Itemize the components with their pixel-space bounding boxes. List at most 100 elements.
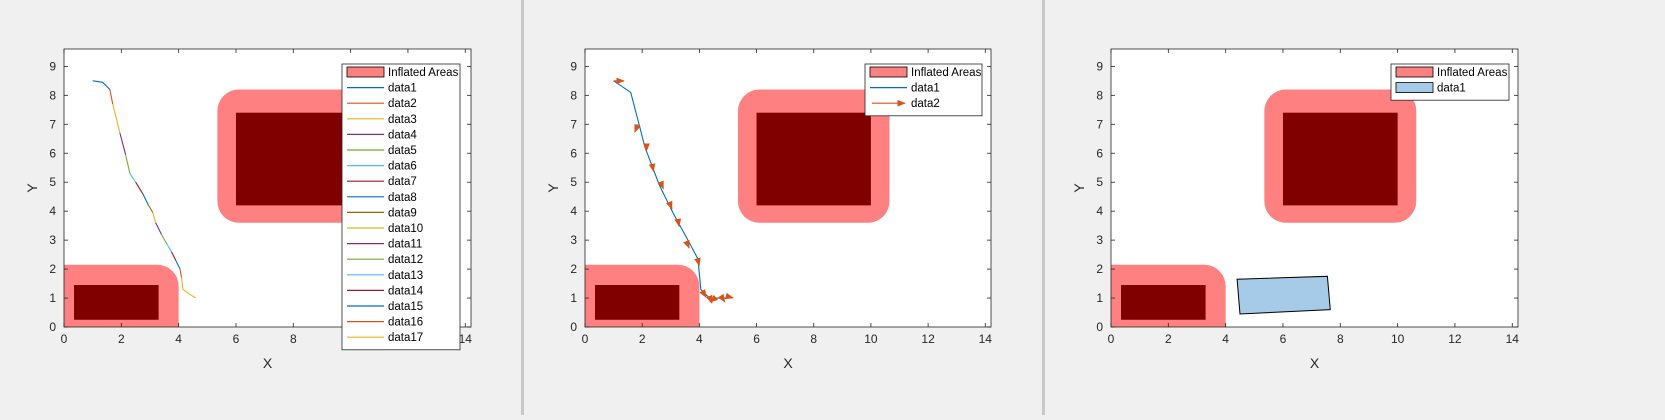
- plot-content: [585, 77, 890, 327]
- obstacle-2: [756, 112, 871, 206]
- data2-arrow-6: [666, 200, 673, 210]
- legend-entry-label: data17: [388, 332, 423, 344]
- data1-vehicle-footprint: [1236, 275, 1331, 315]
- x-tick-label: 12: [921, 332, 935, 346]
- y-tick-label: 2: [1096, 262, 1103, 276]
- y-tick-label: 5: [49, 175, 56, 189]
- y-axis-label: Y: [545, 183, 561, 193]
- axes-box: [63, 48, 472, 328]
- legend-entry-label: data5: [388, 145, 417, 157]
- legend-entry-label: data13: [388, 270, 423, 282]
- legend-entry-label: data3: [388, 114, 417, 126]
- y-tick-label: 3: [570, 233, 577, 247]
- x-tick-label: 4: [175, 332, 182, 346]
- data11-line: [155, 222, 162, 235]
- x-tick-label: 0: [61, 332, 68, 346]
- data2-arrow-13: [717, 293, 726, 303]
- x-tick-label: 6: [1280, 332, 1287, 346]
- x-axis-label: X: [263, 355, 273, 371]
- data13-line: [166, 244, 172, 252]
- y-tick-label: 6: [1096, 146, 1103, 160]
- x-tick-label: 4: [1222, 332, 1229, 346]
- legend-entry-label: data7: [388, 176, 417, 188]
- data6-line: [129, 173, 137, 183]
- y-tick-label: 4: [49, 204, 56, 218]
- data2-arrow-10: [699, 289, 707, 299]
- y-tick-label: 8: [1096, 88, 1103, 102]
- x-tick-label: 2: [639, 332, 646, 346]
- legend-entry-label: data1: [388, 83, 417, 95]
- y-tick-label: 9: [570, 59, 577, 73]
- x-tick-label: 2: [118, 332, 125, 346]
- data5-line: [125, 154, 131, 174]
- legend-box: [341, 63, 461, 351]
- data2-arrow-12: [709, 294, 718, 303]
- legend: Inflated Areas data1: [1390, 63, 1510, 101]
- y-tick-label: 8: [570, 88, 577, 102]
- obstacle-1: [1121, 285, 1206, 320]
- data3-line: [112, 103, 121, 134]
- y-tick-label: 0: [49, 320, 56, 334]
- legend-entry-label: data6: [388, 161, 417, 173]
- y-axis-label: Y: [1071, 183, 1087, 193]
- legend: Inflated Areas data1 data2: [864, 63, 983, 117]
- legend-swatch-inflated: [346, 66, 385, 78]
- data9-line: [148, 205, 154, 213]
- x-tick-label: 14: [1506, 332, 1520, 346]
- x-tick-label: 10: [1391, 332, 1405, 346]
- y-tick-label: 1: [1096, 291, 1103, 305]
- legend-entry-label: data4: [388, 129, 417, 141]
- plot-content: [1111, 89, 1417, 327]
- x-tick-label: 10: [864, 332, 878, 346]
- legend-entry-label: data15: [388, 301, 423, 313]
- data7-line: [135, 181, 144, 195]
- data2-arrow-2: [634, 123, 641, 133]
- y-tick-label: 7: [1096, 117, 1103, 131]
- y-tick-label: 0: [570, 320, 577, 334]
- legend-entry-label: Inflated Areas: [1437, 67, 1508, 79]
- legend-swatch-data1: [1395, 82, 1434, 93]
- y-tick-label: 2: [570, 262, 577, 276]
- data2-arrow-5: [657, 180, 664, 190]
- axes-box: [584, 48, 992, 328]
- x-tick-label: 14: [979, 332, 993, 346]
- window-divider-2[interactable]: [1042, 0, 1045, 415]
- legend-entry-label: data14: [388, 285, 424, 297]
- legend-entry-label: data10: [388, 223, 423, 235]
- y-tick-label: 9: [49, 59, 56, 73]
- window-divider-1[interactable]: [521, 0, 524, 415]
- legend: Inflated Areas data1 data2 data3 data4 data5 d…: [341, 63, 461, 351]
- legend-entry-label: data9: [388, 207, 417, 219]
- x-tick-label: 6: [233, 332, 240, 346]
- data2-line: [109, 89, 114, 105]
- data15-line: [175, 260, 181, 270]
- legend-entry-label: Inflated Areas: [388, 67, 459, 79]
- data2-arrow-14: [724, 292, 734, 300]
- legend-entry-label: data2: [388, 98, 417, 110]
- data12-line: [160, 234, 168, 245]
- y-tick-label: 8: [49, 88, 56, 102]
- y-tick-label: 0: [1096, 320, 1103, 334]
- x-tick-label: 8: [1337, 332, 1344, 346]
- x-tick-label: 4: [696, 332, 703, 346]
- legend-entry-label: data12: [388, 254, 423, 266]
- legend-entry-label: data11: [388, 239, 422, 251]
- obstacle-1: [595, 285, 680, 320]
- obstacle-2: [1282, 112, 1398, 206]
- y-tick-label: 3: [1096, 233, 1103, 247]
- y-tick-label: 5: [570, 175, 577, 189]
- y-tick-label: 7: [49, 117, 56, 131]
- y-axis-label: Y: [24, 183, 40, 193]
- y-tick-label: 1: [49, 291, 56, 305]
- x-tick-label: 14: [459, 332, 473, 346]
- y-tick-label: 6: [570, 146, 577, 160]
- data2-arrow-4: [648, 163, 656, 173]
- legend-swatch-inflated: [1395, 66, 1434, 78]
- y-tick-label: 4: [570, 204, 577, 218]
- x-axis-label: X: [1310, 355, 1320, 371]
